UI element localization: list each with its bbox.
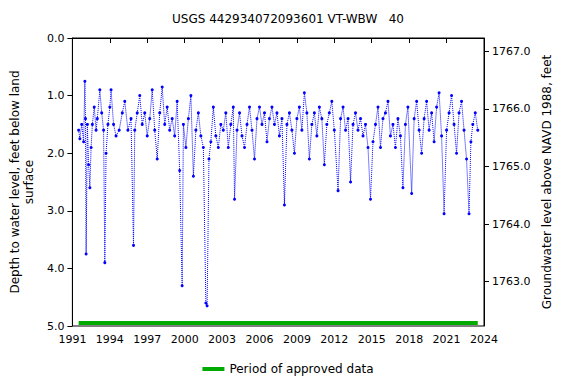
svg-text:Period of approved data: Period of approved data <box>229 362 373 376</box>
svg-text:1765.0: 1765.0 <box>492 160 531 173</box>
svg-text:2009: 2009 <box>283 333 311 346</box>
svg-text:2000: 2000 <box>171 333 199 346</box>
svg-text:2006: 2006 <box>245 333 273 346</box>
svg-text:2018: 2018 <box>395 333 423 346</box>
svg-text:2024: 2024 <box>470 333 498 346</box>
svg-text:2003: 2003 <box>208 333 236 346</box>
svg-text:1994: 1994 <box>96 333 124 346</box>
svg-text:4.0: 4.0 <box>47 262 65 275</box>
svg-text:0.0: 0.0 <box>47 32 65 45</box>
svg-text:1997: 1997 <box>133 333 161 346</box>
svg-text:Depth to water level, feet bel: Depth to water level, feet below land <box>8 70 22 293</box>
svg-text:1767.0: 1767.0 <box>492 45 531 58</box>
svg-text:surface: surface <box>22 160 36 204</box>
svg-text:1766.0: 1766.0 <box>492 102 531 115</box>
svg-text:USGS 442934072093601 VT-WBW: USGS 442934072093601 VT-WBW 40 <box>172 12 404 26</box>
svg-text:1991: 1991 <box>58 333 86 346</box>
svg-text:5.0: 5.0 <box>47 320 65 333</box>
svg-text:2021: 2021 <box>433 333 461 346</box>
svg-text:2.0: 2.0 <box>47 147 65 160</box>
svg-text:Groundwater level above NAVD 1: Groundwater level above NAVD 1988, feet <box>540 54 554 309</box>
svg-text:2015: 2015 <box>358 333 386 346</box>
svg-text:2012: 2012 <box>320 333 348 346</box>
svg-text:1763.0: 1763.0 <box>492 275 531 288</box>
svg-text:3.0: 3.0 <box>47 204 65 217</box>
svg-text:1.0: 1.0 <box>47 89 65 102</box>
svg-text:1764.0: 1764.0 <box>492 218 531 231</box>
